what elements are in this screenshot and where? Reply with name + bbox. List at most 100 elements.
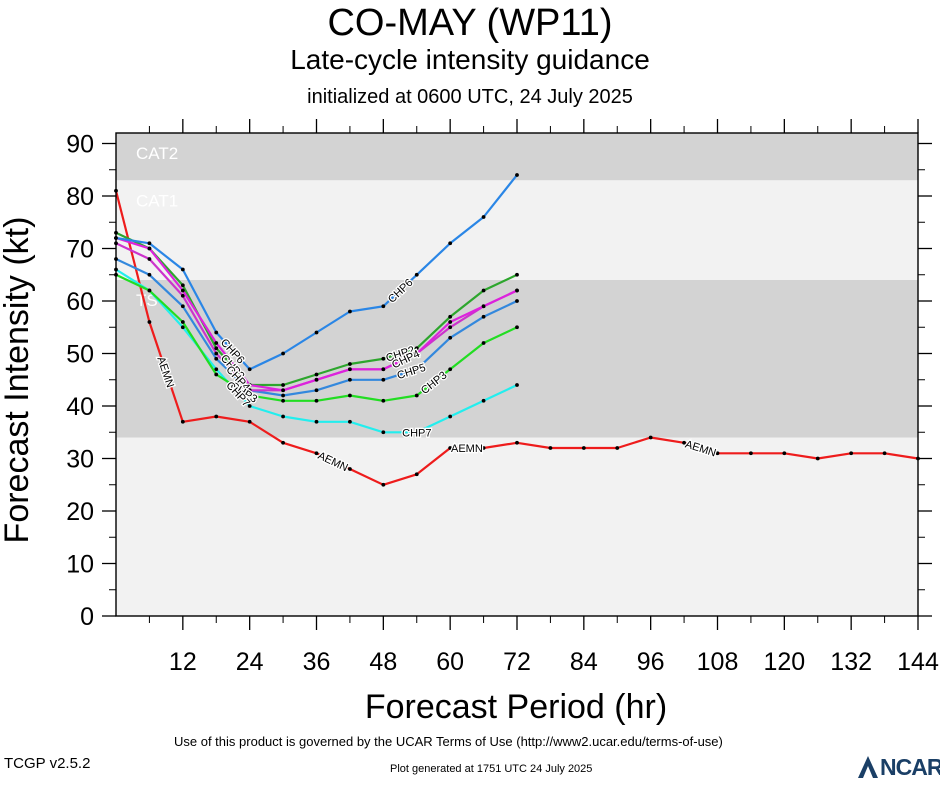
ncar-logo-text: NCAR bbox=[880, 754, 940, 780]
point-chp5-12 bbox=[180, 304, 185, 309]
chart-init-time: initialized at 0600 UTC, 24 July 2025 bbox=[307, 86, 633, 108]
y-tick-label-20: 20 bbox=[66, 498, 94, 526]
point-chp2-54 bbox=[414, 346, 419, 351]
point-chp1-24 bbox=[247, 383, 252, 387]
point-chp3-36 bbox=[314, 398, 319, 403]
y-tick-label-70: 70 bbox=[66, 236, 94, 264]
x-tick-label-144: 144 bbox=[897, 648, 939, 676]
x-tick-label-24: 24 bbox=[236, 648, 264, 676]
point-chp2-18 bbox=[214, 346, 219, 351]
point-chp6-24 bbox=[247, 367, 252, 372]
point-aemn-66 bbox=[481, 446, 486, 450]
point-chp3-12 bbox=[180, 320, 185, 324]
point-chp5-60 bbox=[448, 335, 453, 340]
point-chp1-36 bbox=[314, 377, 319, 382]
ncar-logo-mark-icon bbox=[858, 756, 878, 778]
point-chp1-48 bbox=[381, 367, 386, 372]
point-aemn-78 bbox=[548, 446, 553, 450]
point-chp7-30 bbox=[281, 414, 285, 419]
point-aemn-96 bbox=[648, 435, 653, 440]
point-aemn-30 bbox=[281, 440, 285, 445]
point-aemn-126 bbox=[815, 456, 820, 461]
band-label-ts: TS bbox=[136, 291, 158, 310]
point-chp4-24 bbox=[247, 388, 252, 393]
point-chp1-72 bbox=[515, 288, 519, 293]
point-chp1-18 bbox=[214, 341, 219, 345]
point-chp4-12 bbox=[180, 293, 185, 298]
point-aemn-60 bbox=[448, 446, 453, 450]
point-aemn-48 bbox=[381, 482, 386, 487]
point-chp1-66 bbox=[481, 304, 486, 309]
point-chp3-42 bbox=[348, 393, 352, 398]
point-aemn-132 bbox=[849, 451, 854, 456]
point-chp3-18 bbox=[214, 372, 219, 377]
point-chp2-60 bbox=[448, 314, 453, 319]
y-axis-label: Forecast Intensity (kt) bbox=[0, 217, 36, 544]
point-chp3-72 bbox=[515, 325, 519, 330]
point-chp2-48 bbox=[381, 356, 386, 361]
x-tick-label-108: 108 bbox=[697, 648, 739, 676]
series-lines bbox=[114, 173, 920, 487]
point-chp4-6 bbox=[147, 257, 152, 261]
point-aemn-6 bbox=[147, 320, 152, 324]
point-aemn-12 bbox=[180, 419, 185, 424]
band-label-cat2: CAT2 bbox=[136, 144, 178, 163]
y-tick-label-0: 0 bbox=[80, 603, 94, 631]
x-tick-label-60: 60 bbox=[436, 648, 464, 676]
band-below-ts bbox=[116, 437, 918, 616]
label-text: AEMN bbox=[451, 443, 483, 455]
point-chp5-42 bbox=[348, 377, 352, 382]
point-chp4-18 bbox=[214, 351, 219, 356]
point-chp7-72 bbox=[515, 383, 519, 387]
plot-generated-time: Plot generated at 1751 UTC 24 July 2025 bbox=[390, 763, 593, 775]
chart-subtitle: Late-cycle intensity guidance bbox=[290, 44, 650, 75]
point-chp6-72 bbox=[515, 173, 519, 177]
intensity-bands: TS CAT1 CAT2 bbox=[116, 133, 918, 616]
point-chp5-6 bbox=[147, 272, 152, 277]
point-chp7-12 bbox=[180, 325, 185, 330]
point-chp2-66 bbox=[481, 288, 486, 293]
point-chp1-12 bbox=[180, 288, 185, 293]
point-chp6-18 bbox=[214, 330, 219, 335]
label-text: CHP7 bbox=[402, 427, 431, 439]
point-chp6-48 bbox=[381, 304, 386, 309]
point-aemn-42 bbox=[348, 467, 352, 471]
point-chp3-24 bbox=[247, 393, 252, 398]
point-chp2-30 bbox=[281, 383, 285, 387]
point-aemn-114 bbox=[749, 451, 753, 456]
band-ts bbox=[116, 280, 918, 438]
point-chp1-42 bbox=[348, 367, 352, 372]
point-aemn-72 bbox=[515, 440, 519, 445]
chart-title: CO-MAY (WP11) bbox=[327, 2, 613, 44]
y-tick-label-60: 60 bbox=[66, 288, 94, 316]
x-tick-label-48: 48 bbox=[369, 648, 397, 676]
point-chp2-36 bbox=[314, 372, 319, 377]
point-chp5-30 bbox=[281, 393, 285, 398]
point-aemn-36 bbox=[314, 451, 319, 456]
point-chp6-12 bbox=[180, 267, 185, 272]
point-chp6-6 bbox=[147, 241, 152, 246]
point-aemn-24 bbox=[247, 419, 252, 424]
point-aemn-108 bbox=[715, 451, 720, 456]
axes: 0 10 20 30 40 50 60 70 80 90 12 24 36 48 60 72 84 96 108 12… bbox=[66, 119, 939, 676]
point-chp6-66 bbox=[481, 215, 486, 219]
x-tick-label-132: 132 bbox=[830, 648, 872, 676]
point-aemn-18 bbox=[214, 414, 219, 419]
point-chp7-48 bbox=[381, 430, 386, 435]
x-tick-label-96: 96 bbox=[637, 648, 665, 676]
point-aemn-102 bbox=[682, 440, 686, 445]
point-chp4-60 bbox=[448, 325, 453, 330]
x-axis-label: Forecast Period (hr) bbox=[365, 688, 667, 726]
band-label-cat1: CAT1 bbox=[136, 191, 178, 210]
point-chp3-30 bbox=[281, 398, 285, 403]
point-chp3-48 bbox=[381, 398, 386, 403]
band-cat2 bbox=[116, 133, 918, 181]
point-aemn-90 bbox=[615, 446, 620, 450]
point-chp2-72 bbox=[515, 272, 519, 277]
y-tick-label-40: 40 bbox=[66, 393, 94, 421]
y-tick-label-50: 50 bbox=[66, 341, 94, 369]
point-chp7-36 bbox=[314, 419, 319, 424]
point-chp3-60 bbox=[448, 367, 453, 372]
point-chp7-66 bbox=[481, 398, 486, 403]
point-chp6-42 bbox=[348, 309, 352, 314]
